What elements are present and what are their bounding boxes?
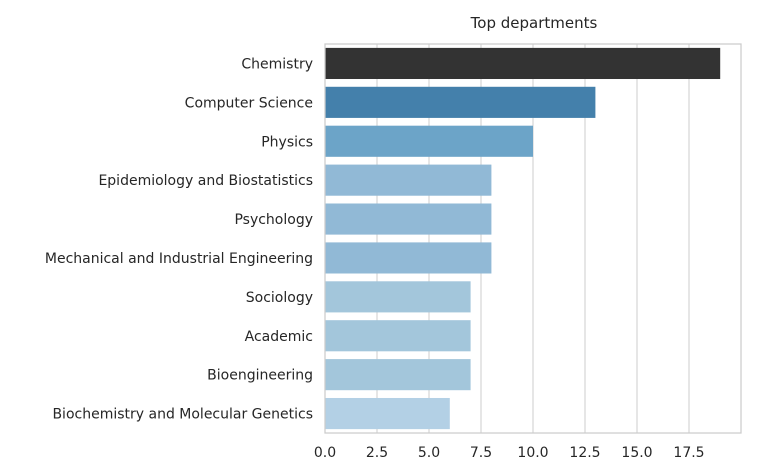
bar bbox=[325, 281, 471, 313]
bar bbox=[325, 125, 533, 157]
category-labels: Chemistry Computer Science Physics Epidemio… bbox=[45, 56, 313, 422]
category-label: Chemistry bbox=[241, 56, 313, 72]
category-label: Bioengineering bbox=[207, 368, 313, 384]
category-label: Sociology bbox=[246, 290, 313, 306]
category-label: Psychology bbox=[234, 212, 313, 228]
category-label: Physics bbox=[261, 134, 313, 150]
bar bbox=[325, 397, 450, 430]
bar bbox=[325, 203, 492, 235]
bar bbox=[325, 47, 721, 80]
bar bbox=[325, 164, 492, 196]
x-tick-label: 2.5 bbox=[366, 445, 388, 461]
plot-border bbox=[324, 43, 742, 434]
bar bbox=[325, 359, 471, 391]
bars bbox=[325, 47, 721, 430]
plot-frame bbox=[324, 43, 742, 434]
x-tick-label: 10.0 bbox=[517, 445, 548, 461]
x-tick-labels: 0.0 2.5 5.0 7.5 10.0 12.5 15.0 17.5 bbox=[314, 445, 705, 461]
bar bbox=[325, 86, 596, 118]
chart-title: Top departments bbox=[470, 14, 598, 32]
category-label: Mechanical and Industrial Engineering bbox=[45, 251, 313, 267]
bar bbox=[325, 242, 492, 274]
x-tick-label: 15.0 bbox=[621, 445, 652, 461]
category-label: Biochemistry and Molecular Genetics bbox=[52, 407, 313, 423]
category-label: Academic bbox=[245, 329, 313, 345]
category-label: Epidemiology and Biostatistics bbox=[98, 173, 313, 189]
category-label: Computer Science bbox=[185, 95, 313, 111]
bar bbox=[325, 320, 471, 352]
x-tick-label: 0.0 bbox=[314, 445, 336, 461]
x-tick-label: 7.5 bbox=[470, 445, 492, 461]
x-tick-label: 12.5 bbox=[569, 445, 600, 461]
x-tick-label: 5.0 bbox=[418, 445, 440, 461]
x-tick-label: 17.5 bbox=[673, 445, 704, 461]
